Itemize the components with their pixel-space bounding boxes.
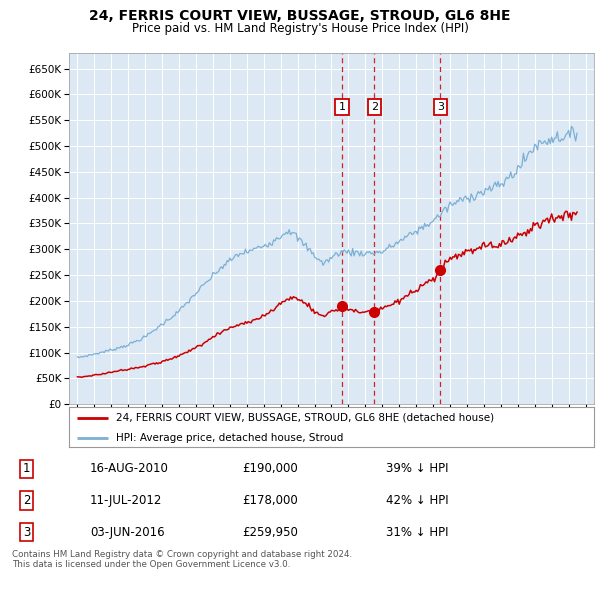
Text: 39% ↓ HPI: 39% ↓ HPI xyxy=(386,463,449,476)
Text: Contains HM Land Registry data © Crown copyright and database right 2024.
This d: Contains HM Land Registry data © Crown c… xyxy=(12,550,352,569)
Text: HPI: Average price, detached house, Stroud: HPI: Average price, detached house, Stro… xyxy=(116,433,344,443)
Text: £259,950: £259,950 xyxy=(242,526,298,539)
Text: 11-JUL-2012: 11-JUL-2012 xyxy=(90,494,162,507)
Text: 16-AUG-2010: 16-AUG-2010 xyxy=(90,463,169,476)
Text: 3: 3 xyxy=(437,102,444,112)
Text: 42% ↓ HPI: 42% ↓ HPI xyxy=(386,494,449,507)
Text: 24, FERRIS COURT VIEW, BUSSAGE, STROUD, GL6 8HE (detached house): 24, FERRIS COURT VIEW, BUSSAGE, STROUD, … xyxy=(116,413,494,423)
Text: 2: 2 xyxy=(23,494,30,507)
Text: 24, FERRIS COURT VIEW, BUSSAGE, STROUD, GL6 8HE: 24, FERRIS COURT VIEW, BUSSAGE, STROUD, … xyxy=(89,9,511,24)
Text: 1: 1 xyxy=(338,102,346,112)
Text: 03-JUN-2016: 03-JUN-2016 xyxy=(90,526,164,539)
Text: Price paid vs. HM Land Registry's House Price Index (HPI): Price paid vs. HM Land Registry's House … xyxy=(131,22,469,35)
Text: 1: 1 xyxy=(23,463,30,476)
Text: £178,000: £178,000 xyxy=(242,494,298,507)
Text: 31% ↓ HPI: 31% ↓ HPI xyxy=(386,526,449,539)
Text: 2: 2 xyxy=(371,102,378,112)
Text: 3: 3 xyxy=(23,526,30,539)
Text: £190,000: £190,000 xyxy=(242,463,298,476)
